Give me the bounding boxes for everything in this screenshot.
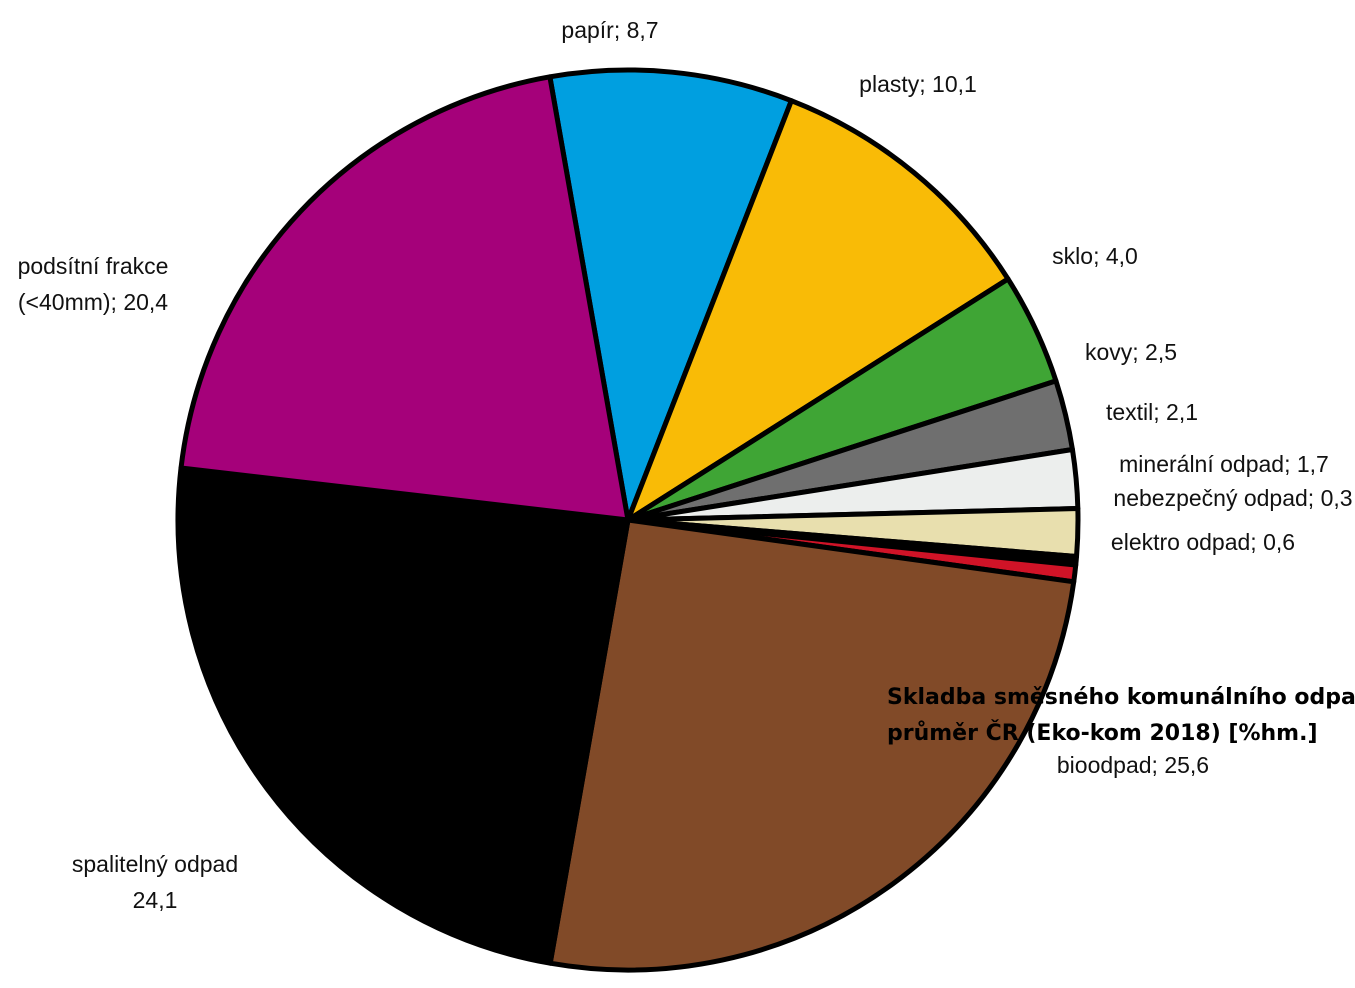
pie-slice — [547, 517, 1077, 973]
slice-label: nebezpečný odpad; 0,3 — [1113, 485, 1352, 511]
slice-label-line: plasty; 10,1 — [859, 71, 977, 97]
slice-label-line: kovy; 2,5 — [1085, 339, 1177, 365]
slice-label: textil; 2,1 — [1106, 399, 1198, 425]
slice-label-line: 24,1 — [133, 887, 178, 913]
pie-slice — [178, 74, 631, 523]
slice-label: elektro odpad; 0,6 — [1111, 529, 1295, 555]
slice-label-line: papír; 8,7 — [561, 17, 658, 43]
slice-label-line: textil; 2,1 — [1106, 399, 1198, 425]
slice-label: minerální odpad; 1,7 — [1119, 451, 1329, 477]
slice-label-line: spalitelný odpad — [72, 851, 238, 877]
slice-label: podsítní frakce (<40mm); 20,4 — [18, 253, 169, 315]
pie-slice — [175, 465, 631, 966]
pie-slices — [175, 67, 1081, 973]
chart-title-line-2: průměr ČR (Eko-kom 2018) [%hm.] — [887, 720, 1318, 746]
slice-label-line: sklo; 4,0 — [1052, 243, 1138, 269]
slice-label: spalitelný odpad 24,1 — [72, 851, 238, 913]
slice-label-line: elektro odpad; 0,6 — [1111, 529, 1295, 555]
slice-label: kovy; 2,5 — [1085, 339, 1177, 365]
pie-labels: papír; 8,7 plasty; 10,1 sklo; 4,0 kovy; 2,5… — [18, 17, 1353, 913]
slice-label: plasty; 10,1 — [859, 71, 977, 97]
slice-label: sklo; 4,0 — [1052, 243, 1138, 269]
pie-slice — [625, 98, 1011, 523]
slice-label: bioodpad; 25,6 — [1057, 752, 1209, 778]
slice-label-line: minerální odpad; 1,7 — [1119, 451, 1329, 477]
slice-label-line: nebezpečný odpad; 0,3 — [1113, 485, 1352, 511]
chart-title: Skladba směsného komunálního odpadu, prů… — [887, 685, 1355, 746]
chart-title-line-1: Skladba směsného komunálního odpadu, — [887, 685, 1355, 710]
slice-label: papír; 8,7 — [561, 17, 658, 43]
slice-label-line: podsítní frakce — [18, 253, 169, 279]
slice-label-line: (<40mm); 20,4 — [18, 289, 168, 315]
slice-label-line: bioodpad; 25,6 — [1057, 752, 1209, 778]
